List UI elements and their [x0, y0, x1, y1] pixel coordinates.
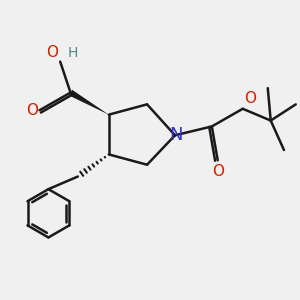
Text: O: O — [46, 45, 58, 60]
Text: H: H — [68, 46, 78, 60]
Polygon shape — [69, 90, 109, 115]
Text: N: N — [169, 126, 182, 144]
Text: O: O — [244, 91, 256, 106]
Text: O: O — [26, 103, 38, 118]
Text: O: O — [212, 164, 224, 179]
